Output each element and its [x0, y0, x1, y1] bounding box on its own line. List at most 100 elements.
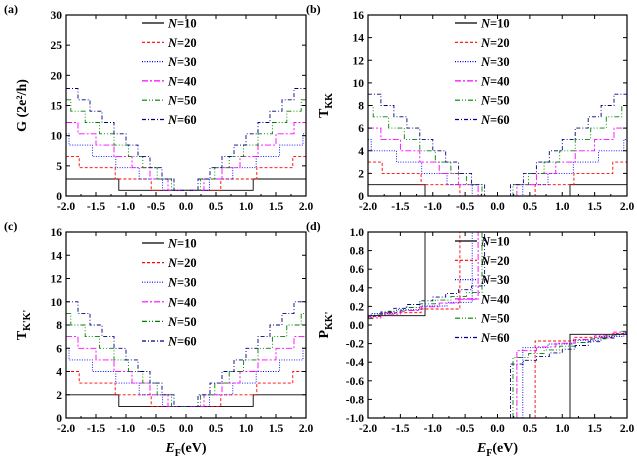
x-axis-label-var: E — [164, 441, 174, 456]
y-axis-label-sub: KK — [324, 93, 335, 109]
series-line-n20-1 — [534, 333, 627, 418]
x-tick-label: -1.0 — [117, 423, 135, 435]
x-tick-label: 0.0 — [490, 201, 505, 213]
series-line-n50 — [66, 99, 306, 191]
y-tick-label: 2 — [358, 168, 364, 180]
y-tick-label: 0 — [56, 191, 62, 203]
legend-var: N — [480, 113, 491, 127]
legend-label-n40: N=40 — [167, 295, 197, 309]
y-tick-label: 4 — [358, 146, 364, 158]
y-tick-label: 1.0 — [350, 227, 365, 239]
series-line-n10-1 — [569, 333, 627, 418]
legend-value: =40 — [177, 74, 197, 88]
series-line-n30 — [368, 138, 627, 197]
legend-var: N — [480, 55, 491, 69]
y-tick-label: 30 — [51, 10, 63, 22]
legend-value: =10 — [177, 237, 197, 251]
x-tick-label: 2.0 — [299, 423, 314, 435]
legend-value: =40 — [490, 292, 510, 306]
legend-label-n30: N=30 — [480, 273, 510, 287]
y-tick-label: 14 — [353, 33, 365, 45]
legend-var: N — [480, 235, 491, 249]
x-tick-label: -1.0 — [117, 201, 135, 213]
legend-var: N — [167, 335, 178, 349]
legend-value: =50 — [177, 315, 197, 329]
y-tick-label: -0.2 — [346, 339, 364, 351]
legend-var: N — [167, 295, 178, 309]
x-tick-label: -2.0 — [57, 201, 75, 213]
y-tick-label: 10 — [51, 131, 63, 143]
x-axis-label-var: E — [476, 441, 486, 456]
x-tick-label: 1.5 — [269, 423, 284, 435]
y-tick-label: -1.0 — [346, 413, 364, 425]
legend-var: N — [480, 331, 491, 345]
series-line-n50 — [66, 312, 306, 407]
series-line-n60-0 — [367, 232, 486, 320]
y-tick-label: -0.6 — [346, 376, 364, 388]
x-tick-label: 1.5 — [587, 201, 602, 213]
x-tick-label: -1.5 — [87, 423, 105, 435]
series-line-n60 — [368, 93, 627, 197]
legend-value: =30 — [177, 276, 197, 290]
legend-var: N — [167, 276, 178, 290]
legend-label-n40: N=40 — [167, 74, 197, 88]
legend-value: =20 — [177, 36, 197, 50]
legend-value: =10 — [490, 17, 510, 31]
panel-label: (d) — [306, 219, 321, 233]
x-tick-label: -0.5 — [147, 201, 165, 213]
legend-label-n30: N=30 — [167, 55, 197, 69]
x-tick-label: 0.5 — [523, 423, 538, 435]
legend-var: N — [167, 36, 178, 50]
legend-var: N — [480, 94, 491, 108]
y-tick-label: 0.2 — [350, 301, 365, 313]
legend-label-n50: N=50 — [167, 315, 197, 329]
legend-label-n60: N=60 — [167, 113, 197, 127]
y-tick-label: 8 — [358, 101, 364, 113]
x-tick-label: -2.0 — [359, 423, 377, 435]
series-line-n20-0 — [368, 232, 461, 317]
x-tick-label: -2.0 — [359, 201, 377, 213]
legend-var: N — [167, 55, 178, 69]
x-tick-label: 2.0 — [620, 423, 635, 435]
legend-var: N — [167, 315, 178, 329]
y-tick-label: 4 — [56, 367, 62, 379]
panel-label: (b) — [306, 2, 321, 16]
panel-label: (a) — [4, 2, 18, 16]
legend-label-n20: N=20 — [480, 36, 510, 50]
x-tick-label: 0.0 — [179, 423, 194, 435]
x-axis-label-sub: F — [175, 448, 181, 459]
y-tick-label: 6 — [56, 343, 62, 355]
legend-label-n50: N=50 — [167, 94, 197, 108]
legend-var: N — [480, 74, 491, 88]
x-tick-label: 1.0 — [239, 423, 254, 435]
legend-var: N — [480, 17, 491, 31]
series-line-n20 — [368, 161, 627, 197]
legend-value: =60 — [177, 335, 197, 349]
series-line-n30-0 — [368, 232, 473, 318]
legend-var: N — [480, 36, 491, 50]
x-tick-label: 1.0 — [555, 201, 570, 213]
series-line-n20 — [66, 371, 306, 407]
y-tick-label: 0.0 — [350, 320, 365, 332]
series-line-n10 — [66, 394, 306, 407]
x-tick-label: 1.0 — [555, 423, 570, 435]
legend-label-n20: N=20 — [167, 36, 197, 50]
legend-label-n10: N=10 — [167, 17, 197, 31]
x-tick-label: -1.5 — [391, 201, 409, 213]
legend-var: N — [480, 312, 491, 326]
y-tick-label: -0.8 — [346, 394, 364, 406]
series-line-n40-1 — [516, 331, 627, 418]
legend-label-n50: N=50 — [480, 312, 510, 326]
y-tick-label: 5 — [56, 161, 62, 173]
y-tick-label: 12 — [51, 274, 63, 286]
y-axis-label-sub: K'K' — [22, 310, 33, 331]
x-tick-label: -1.5 — [391, 423, 409, 435]
series-line-n40 — [66, 122, 306, 191]
legend-var: N — [167, 94, 178, 108]
x-tick-label: 0.5 — [523, 201, 538, 213]
x-tick-label: -2.0 — [57, 423, 75, 435]
legend-label-n20: N=20 — [480, 254, 510, 268]
x-axis-label-unit: (eV) — [492, 441, 518, 456]
series-line-n20 — [66, 155, 306, 191]
series-line-n60-1 — [510, 330, 628, 418]
